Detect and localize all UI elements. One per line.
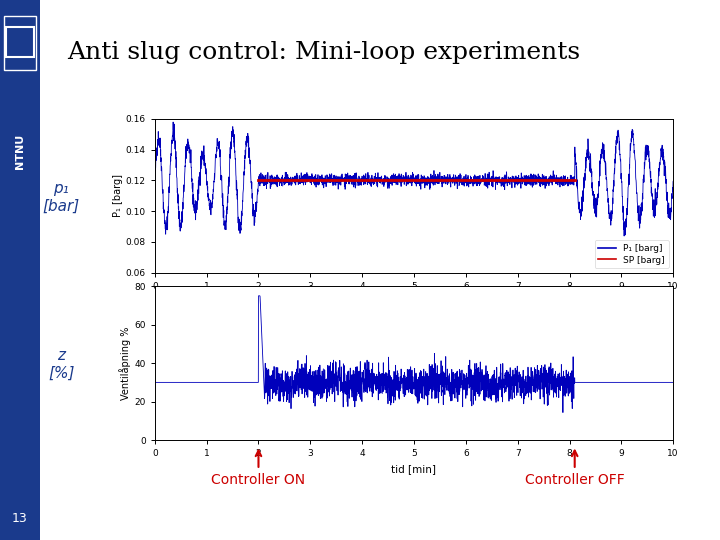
Bar — [6, 27, 34, 57]
Y-axis label: Ventilåpning %: Ventilåpning % — [120, 327, 132, 400]
Text: z
[%]: z [%] — [48, 348, 74, 381]
X-axis label: tid [min]: tid [min] — [392, 464, 436, 474]
Text: Controller ON: Controller ON — [212, 472, 305, 487]
Text: p₁
[bar]: p₁ [bar] — [42, 181, 80, 213]
Text: NTNU: NTNU — [15, 133, 24, 169]
Text: Anti slug control: Mini-loop experiments: Anti slug control: Mini-loop experiments — [67, 41, 580, 64]
Y-axis label: P₁ [barg]: P₁ [barg] — [113, 174, 123, 217]
Legend: P₁ [barg], SP [barg]: P₁ [barg], SP [barg] — [595, 240, 669, 268]
FancyBboxPatch shape — [4, 16, 36, 70]
Text: 13: 13 — [12, 512, 27, 525]
Text: Controller OFF: Controller OFF — [525, 472, 624, 487]
